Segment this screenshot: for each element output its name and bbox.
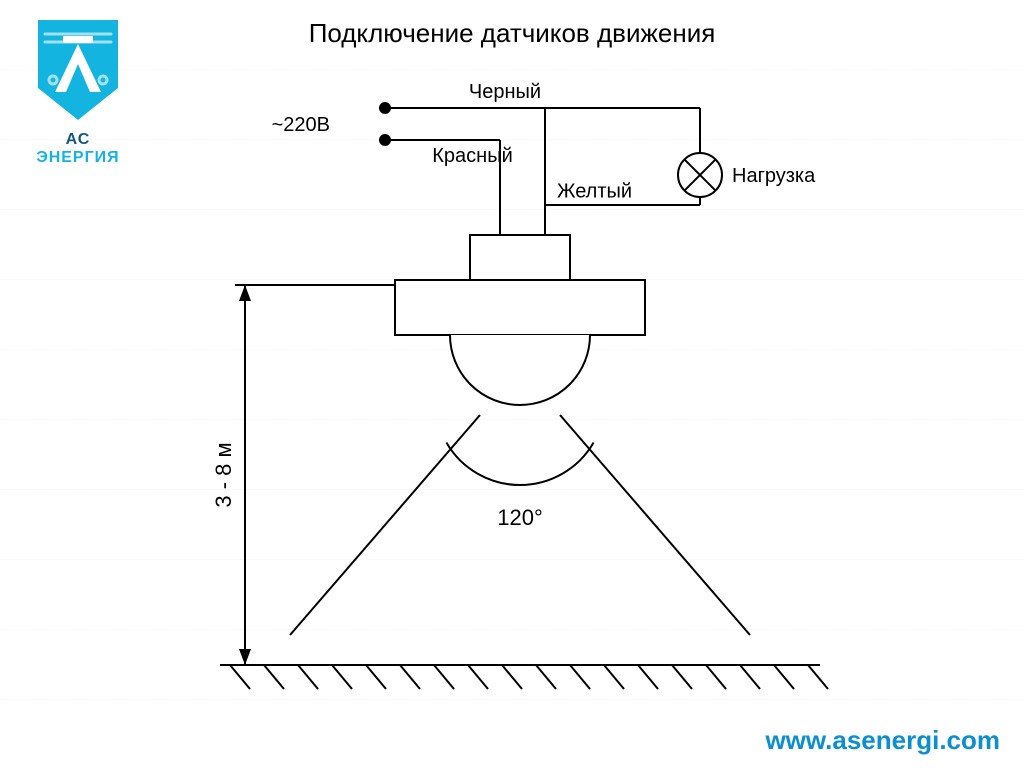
svg-text:Черный: Черный bbox=[469, 81, 541, 103]
website-url[interactable]: www.asenergi.com bbox=[765, 725, 1000, 756]
svg-text:Желтый: Желтый bbox=[557, 181, 632, 203]
svg-text:~220В: ~220В bbox=[272, 114, 330, 136]
svg-text:120°: 120° bbox=[497, 505, 543, 530]
svg-text:Нагрузка: Нагрузка bbox=[732, 165, 816, 187]
wiring-diagram: ~220В Черный Красный Желтый Нагрузка 120° 3 - … bbox=[0, 0, 1024, 768]
svg-text:Красный: Красный bbox=[432, 145, 513, 167]
svg-text:3 - 8 м: 3 - 8 м bbox=[211, 442, 236, 507]
